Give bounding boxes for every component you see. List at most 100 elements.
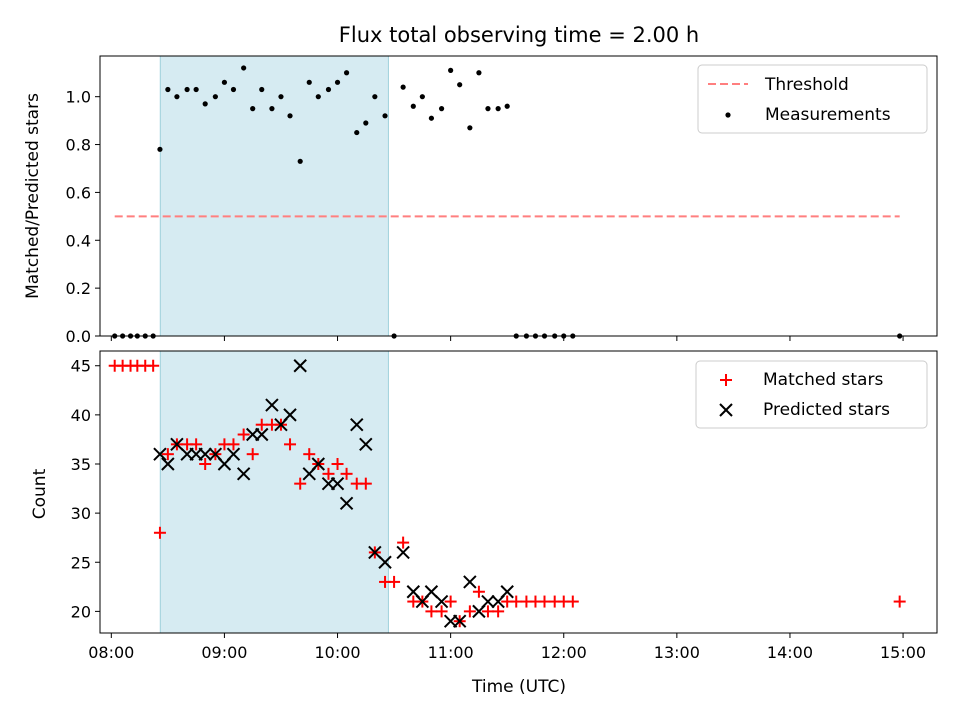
measurement-point xyxy=(269,106,275,112)
predicted-star-point xyxy=(424,585,439,599)
measurement-point xyxy=(400,84,406,90)
measurement-point xyxy=(212,94,218,100)
measurement-point xyxy=(202,101,208,107)
top-y-tick-label: 1.0 xyxy=(66,88,91,107)
predicted-star-point xyxy=(481,594,495,609)
predicted-star-point xyxy=(339,496,354,511)
measurement-point xyxy=(174,94,180,100)
bottom-y-tick-label: 45 xyxy=(71,357,91,376)
measurement-point xyxy=(259,86,265,93)
x-axis-label: Time (UTC) xyxy=(471,677,566,697)
matched-star-point xyxy=(510,595,523,608)
x-tick-label: 11:00 xyxy=(428,643,474,662)
predicted-star-point xyxy=(265,398,279,412)
predicted-star-point xyxy=(463,575,477,589)
measurement-point xyxy=(448,67,454,73)
matched-star-point xyxy=(153,526,166,539)
x-tick-label: 09:00 xyxy=(201,643,247,662)
matched-star-point xyxy=(893,595,906,608)
top-legend-frame xyxy=(697,64,928,134)
matched-star-point xyxy=(190,438,203,451)
matched-star-point xyxy=(397,536,410,549)
predicted-star-point xyxy=(161,457,175,471)
top-y-axis: 0.0 0.2 0.4 0.6 0.8 1.0 xyxy=(66,88,100,346)
measurement-point xyxy=(221,79,228,85)
measurement-point xyxy=(165,86,171,93)
measurement-point xyxy=(504,103,510,109)
shaded-observing-window xyxy=(159,55,389,337)
matched-star-point xyxy=(538,595,551,608)
measurement-point xyxy=(419,94,425,100)
bottom-y-axis: 20 25 30 35 40 45 xyxy=(71,357,100,621)
matched-star-point xyxy=(425,605,438,618)
bottom-x-axis: 08:00 09:00 10:00 11:00 12:00 13:00 14:00 15:00 xyxy=(88,633,926,662)
measurement-point xyxy=(297,158,303,164)
top-y-tick-label: 0.2 xyxy=(66,279,91,298)
measurement-point xyxy=(428,115,435,121)
measurement-point xyxy=(343,70,350,76)
x-tick-label: 10:00 xyxy=(314,643,360,662)
predicted-star-point xyxy=(153,447,167,461)
top-y-tick-label: 0.4 xyxy=(66,231,91,250)
measurement-point xyxy=(485,106,491,112)
bottom-y-tick-label: 20 xyxy=(71,602,91,621)
matched-star-point xyxy=(331,457,344,470)
measurement-point xyxy=(467,125,473,131)
predicted-star-point xyxy=(359,437,373,452)
shaded-region-top xyxy=(159,55,389,337)
measurement-point xyxy=(250,106,256,112)
matched-star-point xyxy=(481,605,494,618)
bottom-legend-frame xyxy=(695,360,928,429)
chart-title: Flux total observing time = 2.00 h xyxy=(339,23,699,47)
legend-predicted-label: Predicted stars xyxy=(763,400,890,420)
x-tick-label: 08:00 xyxy=(88,643,134,662)
matched-star-point xyxy=(161,448,174,461)
matched-star-point xyxy=(199,457,212,470)
matched-star-point xyxy=(566,595,579,608)
measurement-point xyxy=(325,86,332,93)
matched-star-point xyxy=(246,448,259,461)
bottom-y-tick-label: 25 xyxy=(71,553,91,572)
legend-predicted-swatch xyxy=(719,403,733,417)
matched-star-point xyxy=(359,477,372,490)
matched-star-point xyxy=(303,448,316,461)
bottom-y-tick-label: 40 xyxy=(71,406,91,425)
predicted-star-point xyxy=(293,359,307,373)
measurement-point xyxy=(438,106,445,112)
predicted-star-point xyxy=(170,437,184,452)
top-x-ticks xyxy=(110,336,904,341)
predicted-star-point xyxy=(350,417,364,432)
legend-threshold-label: Threshold xyxy=(764,75,849,95)
matched-star-point xyxy=(463,605,476,618)
legend-measurements-label: Measurements xyxy=(765,105,891,125)
legend-matched-swatch xyxy=(720,374,732,386)
legend-matched-label: Matched stars xyxy=(763,370,883,390)
bottom-legend: Matched stars Predicted stars xyxy=(695,360,928,429)
matched-star-point xyxy=(147,359,160,372)
x-tick-label: 13:00 xyxy=(654,643,700,662)
x-tick-label: 14:00 xyxy=(767,643,813,662)
bottom-y-axis-label: Count xyxy=(30,468,50,519)
matched-star-point xyxy=(492,605,505,618)
top-y-axis-label: Matched/Predicted stars xyxy=(23,93,43,299)
predicted-star-point xyxy=(452,614,467,628)
measurement-point xyxy=(157,146,163,152)
measurement-point xyxy=(278,94,284,100)
predicted-star-point xyxy=(500,585,514,599)
measurement-point xyxy=(457,82,463,88)
predicted-star-point xyxy=(311,457,326,471)
top-legend: Threshold Measurements xyxy=(697,64,928,134)
predicted-star-point xyxy=(396,545,410,560)
x-tick-label: 15:00 xyxy=(880,643,926,662)
count-panel: 20 25 30 35 40 45 08:00 09:00 10:00 11:00 12:00 13… xyxy=(30,350,938,697)
matched-star-point xyxy=(444,595,457,608)
measurement-point xyxy=(315,94,321,100)
predicted-star-point xyxy=(330,476,345,491)
matched-star-point xyxy=(435,605,448,618)
predicted-stars-series xyxy=(153,359,514,628)
measurement-point xyxy=(382,113,388,119)
matched-stars-series xyxy=(108,359,906,628)
top-axes-frame xyxy=(99,55,938,337)
measurement-point xyxy=(495,106,501,112)
